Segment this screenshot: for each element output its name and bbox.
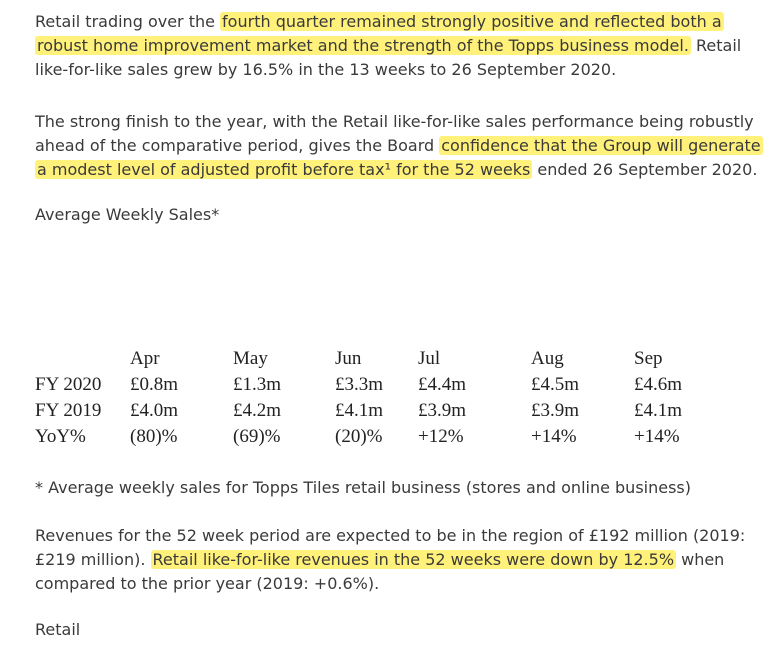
highlighted-text[interactable]: Retail like-for-like revenues in the 52 … [150,550,677,569]
section-heading-retail: Retail [35,620,81,639]
row-label: FY 2020 [35,374,102,395]
month-header: Aug [531,348,564,369]
month-header: May [233,348,268,369]
table-cell: (20)% [335,426,383,447]
table-cell: £4.4m [418,374,467,395]
table-cell: £4.6m [634,374,683,395]
month-header: Jul [418,348,441,369]
month-header: Sep [634,348,663,369]
table-cell: (69)% [233,426,281,447]
table-cell: +14% [634,426,680,447]
table-row: FY 2020 £0.8m £1.3m £3.3m £4.4m £4.5m £4… [35,372,714,398]
average-weekly-sales-table: Apr May Jun Jul Aug Sep FY 2020 £0.8m £1… [35,346,714,450]
paragraph-text: ended 26 September 2020. [532,160,758,179]
table-cell: £4.2m [233,400,282,421]
table-cell: £4.1m [634,400,683,421]
table-cell: £3.9m [418,400,467,421]
table-corner-cell [35,346,130,372]
paragraph-text: Revenues for the 52 week period are expe… [35,526,746,569]
paragraph-year-finish: The strong finish to the year, with the … [35,110,775,182]
footnote: * Average weekly sales for Topps Tiles r… [35,478,691,497]
table-cell: (80)% [130,426,178,447]
sales-table-container: Apr May Jun Jul Aug Sep FY 2020 £0.8m £1… [35,346,714,450]
table-header-row: Apr May Jun Jul Aug Sep [35,346,714,372]
table-row: YoY% (80)% (69)% (20)% +12% +14% +14% [35,424,714,450]
table-cell: £3.9m [531,400,580,421]
paragraph-text: Retail like-for-like sales grew by 16.5%… [35,36,742,79]
table-row: FY 2019 £4.0m £4.2m £4.1m £3.9m £3.9m £4… [35,398,714,424]
paragraph-text: Retail trading over the [35,12,221,31]
paragraph-text: The strong finish to the year, with the … [35,112,754,155]
document-body: Retail trading over the fourth quarter r… [35,10,775,227]
paragraph-text: when compared to the prior year (2019: +… [35,550,725,593]
average-weekly-sales-label: Average Weekly Sales* [35,205,220,224]
table-cell: £1.3m [233,374,282,395]
row-label: FY 2019 [35,400,102,421]
table-cell: £4.5m [531,374,580,395]
table-cell: £4.0m [130,400,179,421]
paragraph-q4-trading: Retail trading over the fourth quarter r… [35,10,775,82]
table-cell: £4.1m [335,400,384,421]
table-cell: £3.3m [335,374,384,395]
table-cell: £0.8m [130,374,179,395]
table-cell: +14% [531,426,577,447]
paragraph-revenues: Revenues for the 52 week period are expe… [35,524,775,596]
row-label: YoY% [35,426,86,447]
table-cell: +12% [418,426,464,447]
month-header: Jun [335,348,362,369]
month-header: Apr [130,348,160,369]
